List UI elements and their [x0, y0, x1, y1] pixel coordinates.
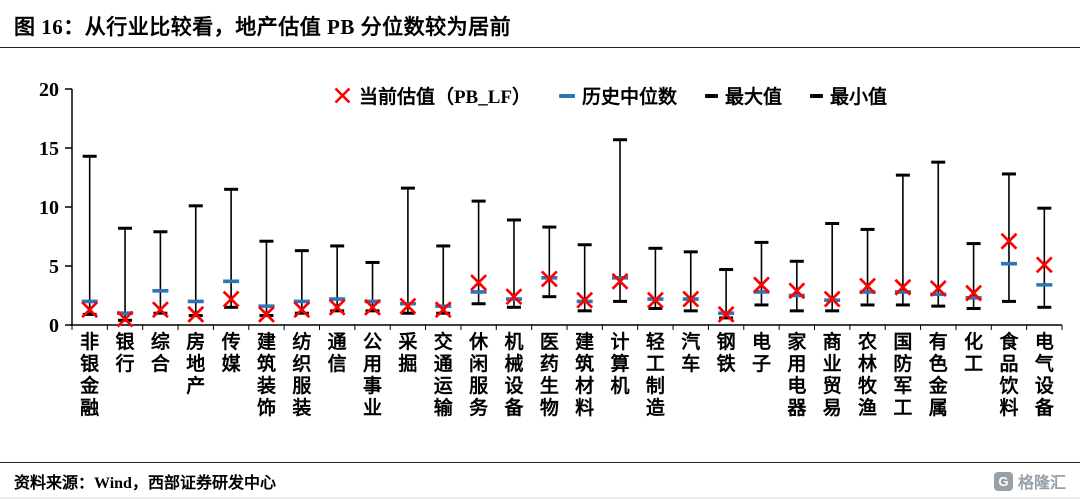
category-label: 商业贸易	[823, 330, 842, 419]
current-x-marker	[540, 270, 558, 288]
current-x-marker	[1035, 256, 1053, 274]
current-x-marker	[470, 274, 488, 291]
current-x-marker	[823, 290, 841, 308]
current-x-marker	[646, 291, 664, 309]
current-x-marker	[293, 301, 311, 319]
category-label: 医药生物	[540, 332, 559, 419]
legend-label-median: 历史中位数	[582, 87, 678, 108]
category-label: 休闲服务	[468, 331, 489, 419]
current-x-marker	[364, 298, 381, 316]
current-x-marker	[965, 284, 983, 302]
category-label: 非银金融	[79, 331, 100, 419]
legend-item-median: 历史中位数	[559, 82, 677, 109]
category-label: 电气设备	[1034, 330, 1055, 419]
chart-legend: 当前估值（PB_LF） 历史中位数 最大值 最小值	[150, 82, 1070, 109]
chart-canvas: 0 5 10 15 20 非银金融银行综合房地产传媒建筑装饰纺织服装通信公用事业采掘交通运…	[39, 79, 1063, 419]
category-label: 纺织服装	[291, 330, 312, 419]
min-dash-icon	[810, 93, 824, 98]
current-x-marker	[258, 305, 275, 323]
y-tick-label: 10	[39, 197, 59, 219]
category-label: 建筑材料	[575, 330, 594, 419]
category-label: 公用事业	[363, 331, 382, 419]
category-label: 钢铁	[717, 331, 736, 375]
category-label: 家用电器	[786, 330, 807, 419]
current-x-marker	[505, 288, 523, 306]
category-label: 银行	[115, 330, 136, 375]
current-x-marker	[151, 301, 169, 319]
current-x-marker	[859, 277, 876, 295]
current-x-marker	[576, 291, 594, 309]
current-x-marker	[399, 297, 417, 315]
figure-header: 图 16：从行业比较看，地产估值 PB 分位数较为居前	[0, 0, 1080, 48]
category-label: 食品饮料	[998, 330, 1019, 419]
category-label: 电子	[752, 330, 771, 375]
current-x-marker	[611, 272, 629, 290]
legend-label-min: 最小值	[830, 87, 888, 108]
gelonghui-logo: G 格隆汇	[993, 469, 1066, 493]
current-x-marker	[116, 310, 134, 328]
source-note: 资料来源：Wind，西部证券研发中心	[14, 475, 276, 492]
current-x-marker	[434, 301, 452, 319]
category-label: 农林牧渔	[857, 330, 878, 419]
current-x-marker	[717, 305, 735, 323]
category-label: 采掘	[398, 331, 417, 375]
figure-footer: 资料来源：Wind，西部证券研发中心 G 格隆汇	[0, 462, 1080, 499]
category-label: 建筑装饰	[256, 330, 276, 419]
category-label: 计算机	[611, 331, 630, 397]
current-x-marker	[682, 290, 700, 308]
median-dash-icon	[559, 93, 575, 98]
max-dash-icon	[705, 93, 719, 98]
category-label: 有色金属	[928, 330, 949, 419]
y-tick-label: 0	[49, 315, 59, 337]
legend-item-min: 最小值	[810, 82, 887, 109]
current-x-marker	[1000, 232, 1018, 250]
current-x-marker	[222, 290, 240, 308]
y-tick-label: 15	[39, 138, 59, 160]
category-label: 房地产	[186, 330, 205, 397]
legend-item-max: 最大值	[705, 82, 782, 109]
legend-item-current: 当前估值（PB_LF）	[333, 82, 531, 109]
figure-title: 图 16：从行业比较看，地产估值 PB 分位数较为居前	[14, 15, 512, 39]
gelonghui-logo-text: 格隆汇	[1017, 475, 1066, 492]
category-label: 轻工制造	[646, 330, 666, 419]
category-label: 国防军工	[893, 331, 912, 419]
category-label: 通信	[328, 331, 348, 375]
current-x-marker	[788, 282, 806, 300]
legend-label-max: 最大值	[725, 87, 783, 108]
category-label: 机械设备	[503, 331, 524, 419]
current-x-marker	[81, 301, 99, 319]
current-x-marker	[929, 279, 947, 297]
gelonghui-g-icon: G	[993, 471, 1013, 491]
current-x-marker	[753, 276, 770, 294]
current-x-marker	[894, 278, 912, 296]
category-label: 交通运输	[434, 330, 454, 419]
category-label: 化工	[964, 330, 983, 375]
category-label: 传媒	[221, 330, 242, 375]
y-tick-label: 5	[49, 256, 59, 278]
current-x-marker	[187, 305, 205, 323]
pb-range-chart: 0 5 10 15 20 非银金融 银行 综合 房地产 传媒 建筑装饰 纺织服装 通信 公用事业 采掘 交通运…	[0, 48, 1080, 462]
current-x-marker	[328, 298, 346, 316]
category-label: 综合	[151, 330, 171, 375]
x-marker-icon	[334, 87, 351, 104]
y-tick-label: 20	[39, 79, 59, 101]
legend-label-current: 当前估值（PB_LF）	[358, 87, 531, 108]
category-label: 汽车	[681, 330, 700, 375]
